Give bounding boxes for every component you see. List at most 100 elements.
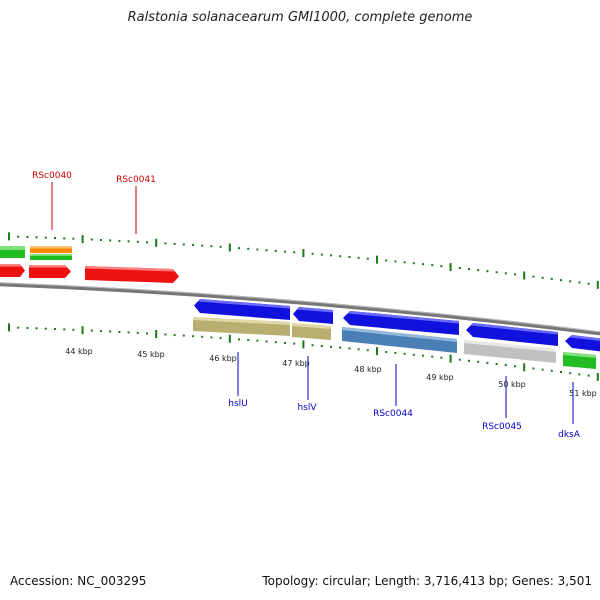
- minor-tick-mark: [412, 262, 415, 265]
- minor-tick-mark: [560, 279, 562, 282]
- gene-label-dksA[interactable]: dksA: [558, 430, 581, 440]
- minor-tick-mark: [247, 247, 250, 250]
- minor-tick-mark: [127, 331, 130, 334]
- minor-tick-mark: [458, 358, 461, 361]
- minor-tick-mark: [422, 354, 424, 357]
- minor-tick-mark: [100, 330, 102, 333]
- blue-gene-RSc0044[interactable]: [343, 311, 459, 335]
- minor-tick-mark: [192, 244, 194, 246]
- blue-gene-dksA-shine: [570, 335, 600, 341]
- minor-tick-mark: [394, 260, 397, 263]
- olive-feature-hslV-shine: [292, 323, 331, 329]
- minor-tick-mark: [284, 341, 286, 344]
- minor-tick-mark: [569, 280, 572, 283]
- minor-tick-mark: [357, 256, 360, 259]
- minor-tick-mark: [265, 249, 268, 252]
- minor-tick-mark: [468, 268, 470, 271]
- minor-tick-mark: [293, 342, 296, 345]
- tick-label-47: 47 kbp: [282, 359, 310, 368]
- gene-label-hslV[interactable]: hslV: [297, 403, 317, 413]
- minor-tick-mark: [90, 238, 93, 241]
- minor-tick-mark: [173, 334, 176, 337]
- major-tick-mark: [228, 243, 231, 252]
- minor-tick-mark: [320, 253, 323, 256]
- major-tick-mark: [449, 354, 452, 363]
- accession-text: Accession: NC_003295: [10, 574, 147, 588]
- minor-tick-mark: [54, 328, 56, 330]
- minor-tick-mark: [440, 356, 443, 359]
- minor-tick-mark: [109, 239, 112, 242]
- minor-tick-mark: [541, 276, 544, 279]
- minor-tick-mark: [26, 236, 29, 238]
- minor-tick-mark: [504, 364, 507, 367]
- blue-gene-RSc0045[interactable]: [466, 323, 558, 346]
- orange-feature[interactable]: [30, 246, 72, 253]
- minor-tick-mark: [63, 237, 66, 240]
- major-tick-mark: [523, 271, 526, 280]
- minor-tick-mark: [182, 243, 185, 246]
- minor-tick-mark: [146, 332, 148, 335]
- major-tick-mark: [8, 323, 10, 332]
- minor-tick-mark: [532, 367, 535, 370]
- minor-tick-mark: [366, 349, 369, 352]
- major-tick-mark: [81, 235, 84, 244]
- minor-tick-mark: [495, 271, 498, 274]
- minor-tick-mark: [486, 361, 489, 364]
- orange-feature-shine: [30, 246, 72, 249]
- steel-feature-RSc0044[interactable]: [342, 327, 457, 353]
- minor-tick-mark: [118, 331, 121, 333]
- tick-label-46: 46 kbp: [209, 354, 237, 363]
- red-gene-arrow-1-shine: [0, 264, 22, 267]
- minor-tick-mark: [514, 273, 516, 276]
- map-title: Ralstonia solanacearum GMI1000, complete…: [127, 10, 473, 25]
- major-tick-mark: [596, 280, 599, 289]
- minor-tick-mark: [72, 328, 75, 331]
- major-tick-mark: [596, 372, 599, 381]
- minor-tick-mark: [201, 244, 204, 247]
- minor-tick-mark: [164, 333, 167, 336]
- minor-tick-mark: [477, 360, 480, 363]
- minor-tick-mark: [238, 338, 240, 341]
- minor-tick-mark: [330, 345, 332, 348]
- tick-label-45: 45 kbp: [137, 350, 165, 359]
- minor-tick-mark: [440, 265, 443, 268]
- red-gene-arrow-1[interactable]: [0, 264, 25, 277]
- minor-tick-mark: [560, 371, 562, 373]
- red-gene-arrow-2[interactable]: [29, 265, 71, 278]
- minor-tick-mark: [495, 363, 498, 365]
- minor-tick-mark: [201, 335, 204, 338]
- minor-tick-mark: [238, 247, 240, 250]
- gene-label-RSc0040[interactable]: RSc0040: [32, 171, 72, 181]
- minor-tick-mark: [431, 264, 434, 267]
- minor-tick-mark: [578, 373, 581, 376]
- tick-label-49: 49 kbp: [426, 373, 454, 382]
- major-tick-mark: [302, 249, 305, 258]
- minor-tick-mark: [486, 270, 489, 273]
- minor-tick-mark: [532, 275, 535, 278]
- minor-tick-mark: [357, 348, 360, 351]
- gene-label-RSc0044[interactable]: RSc0044: [373, 409, 413, 419]
- minor-tick-mark: [514, 365, 516, 368]
- minor-tick-mark: [35, 236, 38, 239]
- gene-label-hslU[interactable]: hslU: [228, 399, 247, 409]
- minor-tick-mark: [403, 261, 406, 264]
- minor-tick-mark: [44, 327, 47, 330]
- minor-tick-mark: [265, 340, 268, 343]
- minor-tick-mark: [256, 339, 259, 342]
- green-feature-mid[interactable]: [30, 254, 72, 260]
- minor-tick-mark: [173, 242, 176, 245]
- grey-feature-RSc0045[interactable]: [464, 340, 556, 363]
- green-feature-mid-shine: [30, 254, 72, 256]
- olive-feature-hslU-shine: [193, 317, 290, 325]
- upper-tick-row: [8, 232, 599, 289]
- gene-label-RSc0041[interactable]: RSc0041: [116, 175, 156, 185]
- major-tick-mark: [8, 232, 10, 241]
- minor-tick-mark: [431, 355, 434, 358]
- minor-tick-mark: [541, 368, 544, 371]
- minor-tick-mark: [26, 327, 29, 329]
- minor-tick-mark: [385, 351, 388, 353]
- gene-label-RSc0045[interactable]: RSc0045: [482, 422, 522, 432]
- minor-tick-mark: [348, 256, 351, 258]
